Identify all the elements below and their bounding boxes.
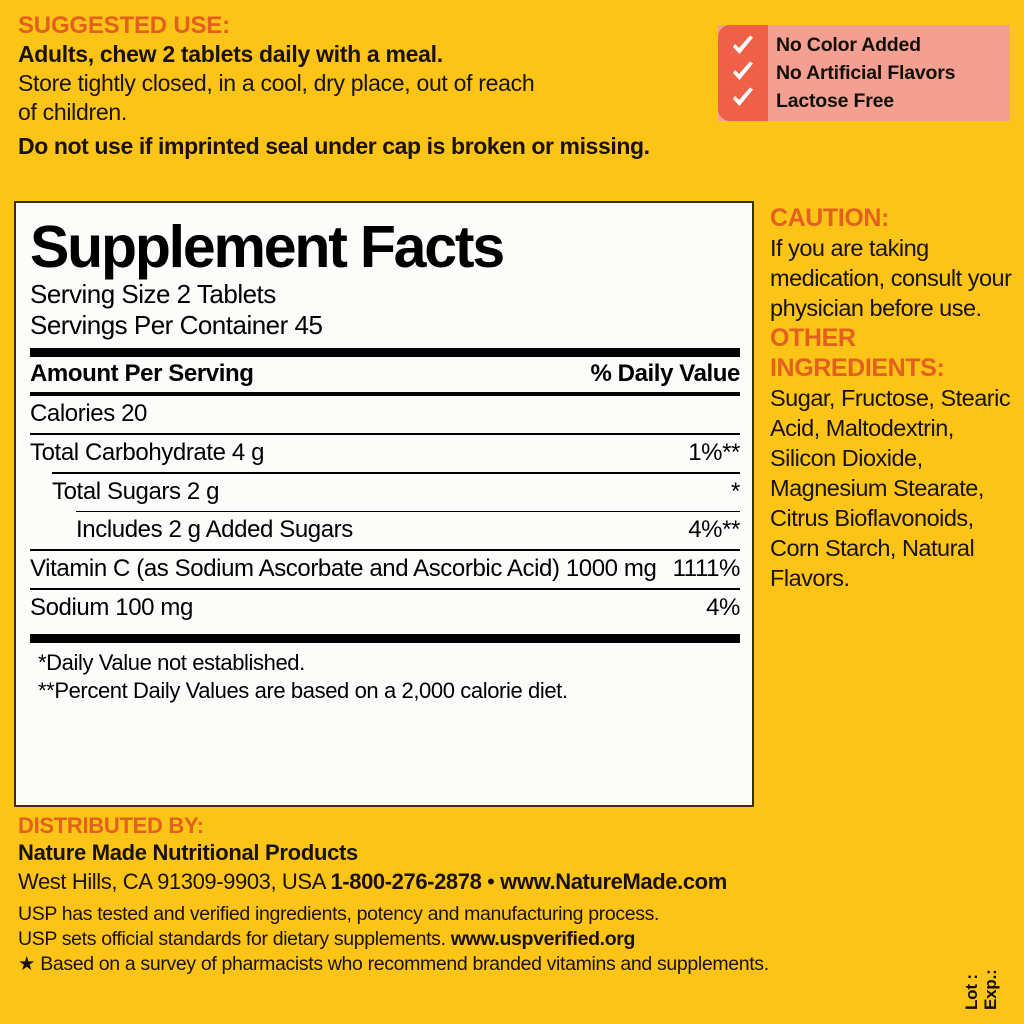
right-column: CAUTION: If you are taking medication, c… — [770, 203, 1020, 593]
claim-no-color-added: No Color Added — [776, 33, 921, 56]
table-header-row: Amount Per Serving % Daily Value — [30, 357, 740, 392]
footer-section: DISTRIBUTED BY: Nature Made Nutritional … — [18, 812, 948, 977]
column-header-amount: Amount Per Serving — [30, 360, 254, 387]
nutrient-name: Vitamin C (as Sodium Ascorbate and Ascor… — [30, 555, 657, 582]
usp-block: USP has tested and verified ingredients,… — [18, 902, 948, 977]
usp-line-1: USP has tested and verified ingredients,… — [18, 903, 660, 925]
nutrient-dv: 1111% — [672, 555, 741, 582]
nutrient-dv: * — [731, 477, 740, 505]
suggested-use-storage-line-1: Store tightly closed, in a cool, dry pla… — [18, 70, 535, 96]
serving-size: Serving Size 2 Tablets — [30, 279, 276, 309]
table-row: Includes 2 g Added Sugars 4%** — [30, 512, 740, 549]
nutrient-name: Total Sugars 2 g — [52, 477, 220, 505]
claims-badge: No Color Added No Artificial Flavors Lac… — [718, 25, 1010, 121]
footnotes: *Daily Value not established. **Percent … — [30, 643, 740, 705]
lot-label: Lot : — [962, 974, 981, 1010]
nutrient-dv: 1%** — [688, 439, 740, 466]
claim-lactose-free: Lactose Free — [776, 89, 894, 112]
nutrient-name: Sodium 100 mg — [30, 594, 193, 621]
check-icon — [733, 87, 753, 106]
usp-line-3: ★ Based on a survey of pharmacists who r… — [18, 953, 769, 975]
suggested-use-section: SUGGESTED USE: Adults, chew 2 tablets da… — [18, 12, 718, 161]
distributor-address: West Hills, CA 91309-9903, USA — [18, 869, 331, 894]
suggested-use-storage-line-2: of children. — [18, 99, 127, 125]
nutrient-name: Includes 2 g Added Sugars — [76, 516, 353, 543]
claims-list: No Color Added No Artificial Flavors Lac… — [768, 25, 1010, 121]
footnote-percent-daily-values: **Percent Daily Values are based on a 2,… — [38, 678, 568, 703]
divider-thin — [30, 588, 740, 590]
suggested-use-dosage: Adults, chew 2 tablets daily with a meal… — [18, 41, 443, 67]
lot-exp-block: Lot : Exp.: — [962, 930, 1014, 1010]
usp-standards-text: USP sets official standards for dietary … — [18, 928, 451, 950]
nutrient-dv: 4% — [706, 594, 740, 621]
divider-thick — [30, 634, 740, 643]
exp-label: Exp.: — [981, 969, 1000, 1010]
distributed-by-heading: DISTRIBUTED BY: — [18, 813, 204, 838]
claims-check-strip — [718, 25, 768, 121]
nutrient-name: Total Carbohydrate 4 g — [30, 439, 265, 466]
divider-indent-2 — [76, 510, 740, 512]
supplement-facts-panel: Supplement Facts Serving Size 2 Tablets … — [14, 201, 754, 807]
divider-indent-1 — [52, 472, 740, 474]
table-row: Total Carbohydrate 4 g 1%** — [30, 435, 740, 472]
divider-medium — [30, 392, 740, 396]
table-row: Vitamin C (as Sodium Ascorbate and Ascor… — [30, 551, 740, 588]
nutrient-dv: 4%** — [688, 516, 740, 543]
check-icon — [733, 35, 753, 54]
table-row: Calories 20 — [30, 396, 740, 433]
divider-thick — [30, 348, 740, 357]
usp-verified-website[interactable]: www.uspverified.org — [450, 928, 636, 950]
contact-separator: • — [481, 869, 501, 894]
caution-body: If you are taking medication, consult yo… — [770, 235, 1012, 321]
check-icon — [733, 61, 753, 80]
nutrient-name: Calories 20 — [30, 400, 147, 427]
distributor-website[interactable]: www.NatureMade.com — [500, 869, 727, 894]
usp-line-2: USP sets official standards for dietary … — [18, 927, 948, 952]
suggested-use-seal-warning: Do not use if imprinted seal under cap i… — [18, 133, 650, 159]
divider-thin — [30, 549, 740, 551]
table-row: Sodium 100 mg 4% — [30, 590, 740, 627]
distributor-company: Nature Made Nutritional Products — [18, 840, 358, 865]
other-ingredients-heading-line-1: OTHER — [770, 324, 856, 352]
caution-heading: CAUTION: — [770, 204, 890, 232]
other-ingredients-body: Sugar, Fructose, Stearic Acid, Maltodext… — [770, 385, 1011, 591]
other-ingredients-heading-line-2: INGREDIENTS: — [770, 354, 945, 382]
column-header-daily-value: % Daily Value — [590, 360, 740, 387]
servings-per-container: Servings Per Container 45 — [30, 310, 323, 340]
supplement-facts-title: Supplement Facts — [30, 214, 505, 280]
table-row: Total Sugars 2 g * — [30, 474, 740, 511]
divider-thin — [30, 433, 740, 435]
distributor-phone: 1-800-276-2878 — [330, 869, 482, 894]
suggested-use-heading: SUGGESTED USE: — [18, 12, 230, 39]
distributor-contact: West Hills, CA 91309-9903, USA 1-800-276… — [18, 867, 948, 896]
claim-no-artificial-flavors: No Artificial Flavors — [776, 61, 956, 84]
footnote-daily-value: *Daily Value not established. — [38, 650, 305, 675]
